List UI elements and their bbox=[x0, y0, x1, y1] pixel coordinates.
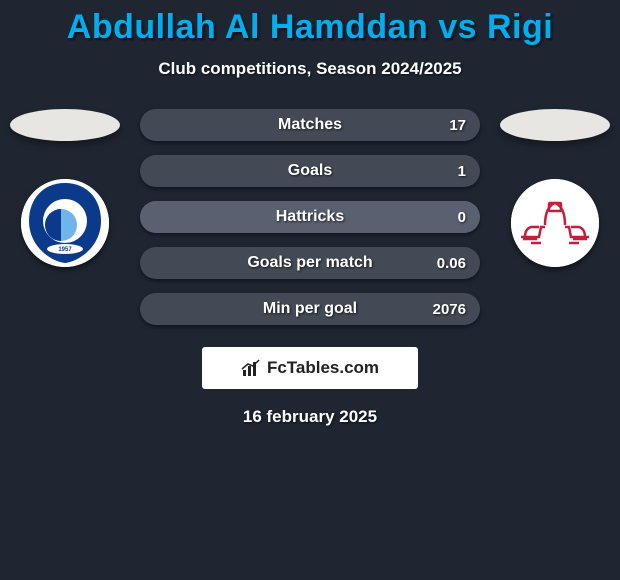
left-column: 1957 bbox=[10, 109, 120, 267]
club-crest-left: 1957 bbox=[21, 179, 109, 267]
stat-pill: Matches 17 bbox=[140, 109, 480, 141]
stat-pill: Min per goal 2076 bbox=[140, 293, 480, 325]
chart-icon bbox=[241, 358, 261, 378]
right-column bbox=[500, 109, 610, 267]
date-label: 16 february 2025 bbox=[0, 407, 620, 427]
subtitle: Club competitions, Season 2024/2025 bbox=[0, 59, 620, 79]
stat-right-value: 0 bbox=[458, 209, 466, 226]
stat-label: Min per goal bbox=[263, 300, 357, 318]
player-oval-right bbox=[500, 109, 610, 141]
stat-pill: Goals per match 0.06 bbox=[140, 247, 480, 279]
club-crest-right bbox=[511, 179, 599, 267]
stat-label: Goals bbox=[288, 162, 332, 180]
brand-text: FcTables.com bbox=[267, 358, 379, 378]
stat-label: Matches bbox=[278, 116, 342, 134]
stat-label: Hattricks bbox=[276, 208, 344, 226]
brand-badge[interactable]: FcTables.com bbox=[202, 347, 418, 389]
stat-right-value: 1 bbox=[458, 163, 466, 180]
stat-right-value: 17 bbox=[449, 117, 466, 134]
stat-right-value: 2076 bbox=[433, 301, 466, 318]
svg-text:1957: 1957 bbox=[58, 247, 72, 253]
stat-label: Goals per match bbox=[247, 254, 372, 272]
player-oval-left bbox=[10, 109, 120, 141]
alhilal-crest-icon: 1957 bbox=[21, 179, 109, 267]
comparison-card: Abdullah Al Hamddan vs Rigi Club competi… bbox=[0, 0, 620, 427]
stats-column: Matches 17 Goals 1 Hattricks 0 Goals per match… bbox=[140, 109, 480, 325]
main-row: 1957 Matches 17 Goals 1 Hattricks 0 Goals per … bbox=[0, 109, 620, 325]
persepolis-crest-icon bbox=[511, 179, 599, 267]
page-title: Abdullah Al Hamddan vs Rigi bbox=[0, 8, 620, 47]
stat-right-value: 0.06 bbox=[437, 255, 466, 272]
stat-pill: Goals 1 bbox=[140, 155, 480, 187]
stat-pill: Hattricks 0 bbox=[140, 201, 480, 233]
